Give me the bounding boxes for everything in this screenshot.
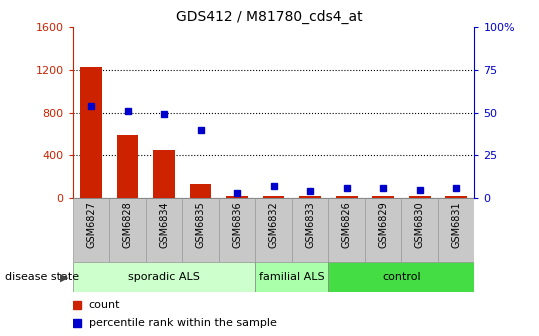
- Text: percentile rank within the sample: percentile rank within the sample: [89, 319, 277, 328]
- Bar: [255, 198, 292, 262]
- Text: GSM6836: GSM6836: [232, 201, 242, 248]
- Bar: [402, 198, 438, 262]
- Bar: [365, 198, 402, 262]
- Text: sporadic ALS: sporadic ALS: [128, 272, 200, 282]
- Text: disease state: disease state: [5, 272, 80, 282]
- Bar: [73, 198, 109, 262]
- Bar: [262, 196, 285, 198]
- Text: ▶: ▶: [60, 272, 69, 282]
- Text: GSM6835: GSM6835: [196, 201, 205, 248]
- Bar: [80, 67, 102, 198]
- Bar: [73, 262, 255, 292]
- Bar: [116, 135, 139, 198]
- Bar: [372, 196, 394, 198]
- Text: GSM6830: GSM6830: [414, 201, 425, 248]
- Bar: [109, 198, 146, 262]
- Bar: [328, 262, 474, 292]
- Bar: [292, 198, 328, 262]
- Bar: [328, 198, 365, 262]
- Text: GSM6827: GSM6827: [86, 201, 96, 248]
- Text: GSM6831: GSM6831: [451, 201, 461, 248]
- Bar: [409, 196, 431, 198]
- Bar: [153, 150, 175, 198]
- Bar: [182, 198, 219, 262]
- Bar: [146, 198, 182, 262]
- Bar: [336, 196, 357, 198]
- Text: control: control: [382, 272, 420, 282]
- Text: familial ALS: familial ALS: [259, 272, 324, 282]
- Text: count: count: [89, 300, 120, 310]
- Text: GSM6832: GSM6832: [268, 201, 279, 248]
- Bar: [190, 184, 211, 198]
- Bar: [255, 262, 328, 292]
- Text: GSM6828: GSM6828: [122, 201, 133, 248]
- Text: GDS412 / M81780_cds4_at: GDS412 / M81780_cds4_at: [176, 10, 363, 24]
- Bar: [438, 198, 474, 262]
- Bar: [445, 196, 467, 198]
- Text: GSM6833: GSM6833: [305, 201, 315, 248]
- Text: GSM6826: GSM6826: [342, 201, 351, 248]
- Text: GSM6834: GSM6834: [159, 201, 169, 248]
- Bar: [299, 196, 321, 198]
- Text: GSM6829: GSM6829: [378, 201, 388, 248]
- Bar: [219, 198, 255, 262]
- Bar: [226, 196, 248, 198]
